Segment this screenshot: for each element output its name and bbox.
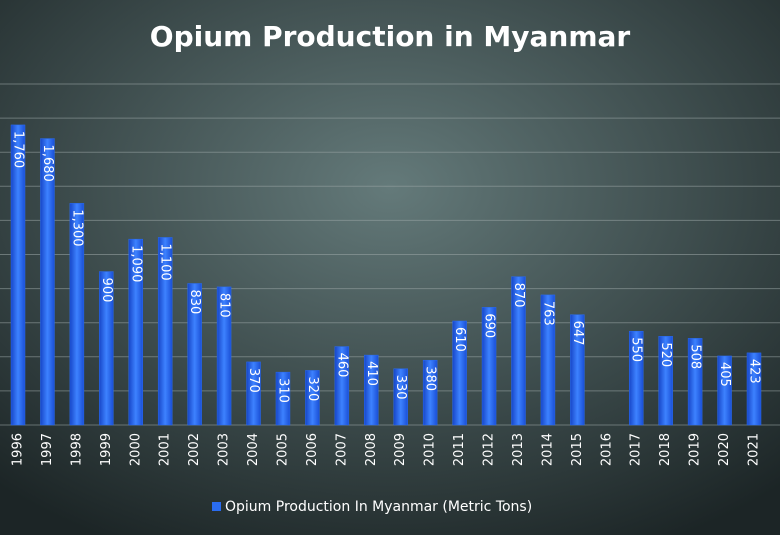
x-tick-label: 2005 (275, 433, 290, 466)
x-tick-label: 2020 (717, 433, 732, 466)
x-tick-label: 1997 (40, 433, 55, 466)
x-tick-label: 2007 (334, 433, 349, 466)
bar (658, 336, 673, 426)
value-label: 690 (482, 313, 497, 338)
value-label: 405 (717, 362, 732, 387)
bar (364, 354, 379, 426)
value-label: 1,100 (158, 243, 173, 280)
value-label: 508 (688, 344, 703, 369)
value-label: 520 (658, 342, 673, 367)
x-tick-label: 1999 (99, 433, 114, 466)
bar (157, 237, 173, 426)
value-label: 900 (99, 278, 114, 303)
bar (275, 371, 291, 426)
value-label: 647 (570, 321, 585, 346)
x-tick-label: 2019 (688, 433, 703, 466)
value-label: 330 (393, 375, 408, 400)
x-tick-label: 2010 (423, 433, 438, 466)
bar (246, 361, 261, 426)
legend-swatch (212, 502, 221, 511)
value-label: 870 (511, 283, 526, 308)
value-label: 380 (423, 366, 438, 391)
value-label: 370 (246, 368, 261, 393)
value-label: 1,680 (40, 145, 55, 182)
bar (570, 314, 585, 426)
value-label: 410 (364, 361, 379, 386)
bar (746, 352, 762, 426)
value-label: 320 (305, 376, 320, 401)
legend-label: Opium Production In Myanmar (Metric Tons… (225, 499, 532, 515)
bar (511, 276, 526, 426)
x-tick-label: 2002 (187, 433, 202, 466)
x-tick-label: 2018 (658, 433, 673, 466)
value-label: 1,300 (69, 209, 84, 246)
x-tick-label: 2006 (305, 433, 320, 466)
value-label: 423 (747, 359, 762, 384)
value-label: 310 (275, 378, 290, 403)
bar (128, 238, 144, 426)
x-tick-label: 2001 (158, 433, 173, 466)
x-tick-label: 2003 (217, 433, 232, 466)
bar (187, 283, 202, 426)
chart-title: Opium Production in Myanmar (150, 20, 631, 53)
x-tick-label: 2017 (629, 433, 644, 466)
bar (393, 368, 408, 426)
x-tick-label: 2012 (482, 433, 497, 466)
value-label: 460 (334, 353, 349, 378)
x-tick-label: 2000 (128, 433, 143, 466)
x-tick-label: 2013 (511, 433, 526, 466)
value-label: 610 (452, 327, 467, 352)
x-tick-label: 2016 (599, 433, 614, 466)
bar (481, 307, 497, 426)
x-tick-label: 1996 (11, 433, 26, 466)
x-tick-label: 2011 (452, 433, 467, 466)
bar (99, 271, 114, 426)
x-tick-label: 2015 (570, 433, 585, 466)
bar (10, 124, 26, 426)
bar (628, 330, 644, 426)
bar (422, 359, 438, 426)
value-label: 550 (629, 337, 644, 362)
x-tick-label: 2009 (393, 433, 408, 466)
bar (452, 320, 467, 426)
bar (540, 294, 556, 426)
x-tick-label: 2004 (246, 433, 261, 466)
bar (305, 370, 320, 426)
bar (717, 355, 732, 426)
bar (69, 203, 85, 426)
value-label: 830 (187, 289, 202, 314)
bar (40, 138, 55, 426)
value-label: 763 (540, 301, 555, 326)
x-tick-label: 1998 (69, 433, 84, 466)
value-label: 810 (217, 293, 232, 318)
bar (687, 338, 703, 426)
value-label: 1,090 (128, 245, 143, 282)
bar (216, 286, 232, 426)
x-tick-label: 2014 (540, 433, 555, 466)
value-label: 1,760 (11, 131, 26, 168)
x-tick-label: 2021 (747, 433, 762, 466)
x-tick-label: 2008 (364, 433, 379, 466)
bar (334, 346, 350, 426)
